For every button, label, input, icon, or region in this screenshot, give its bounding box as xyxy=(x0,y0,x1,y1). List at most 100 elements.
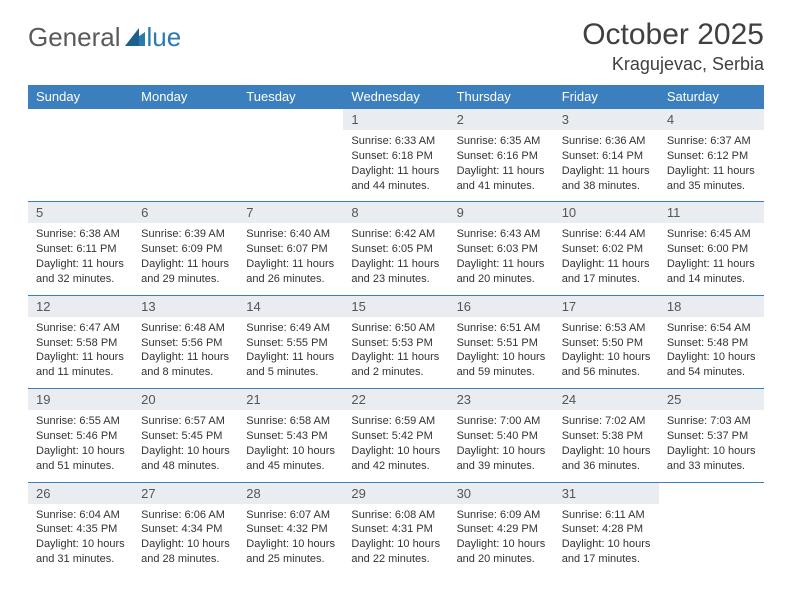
calendar-cell xyxy=(238,109,343,202)
day-details: Sunrise: 6:57 AMSunset: 5:45 PMDaylight:… xyxy=(133,410,238,481)
day-details: Sunrise: 6:07 AMSunset: 4:32 PMDaylight:… xyxy=(238,504,343,575)
calendar-week-row: 5Sunrise: 6:38 AMSunset: 6:11 PMDaylight… xyxy=(28,202,764,295)
weekday-header: Saturday xyxy=(659,85,764,109)
day-number: 22 xyxy=(343,389,448,410)
calendar-cell: 6Sunrise: 6:39 AMSunset: 6:09 PMDaylight… xyxy=(133,202,238,295)
day-details: Sunrise: 6:43 AMSunset: 6:03 PMDaylight:… xyxy=(449,223,554,294)
day-details: Sunrise: 6:40 AMSunset: 6:07 PMDaylight:… xyxy=(238,223,343,294)
calendar-cell: 28Sunrise: 6:07 AMSunset: 4:32 PMDayligh… xyxy=(238,482,343,575)
calendar-cell: 1Sunrise: 6:33 AMSunset: 6:18 PMDaylight… xyxy=(343,109,448,202)
logo: General lue xyxy=(28,18,181,53)
weekday-header: Tuesday xyxy=(238,85,343,109)
calendar-cell: 21Sunrise: 6:58 AMSunset: 5:43 PMDayligh… xyxy=(238,389,343,482)
day-details: Sunrise: 6:09 AMSunset: 4:29 PMDaylight:… xyxy=(449,504,554,575)
day-number: 15 xyxy=(343,296,448,317)
day-number: 14 xyxy=(238,296,343,317)
day-details: Sunrise: 6:08 AMSunset: 4:31 PMDaylight:… xyxy=(343,504,448,575)
day-details: Sunrise: 6:44 AMSunset: 6:02 PMDaylight:… xyxy=(554,223,659,294)
calendar-cell: 13Sunrise: 6:48 AMSunset: 5:56 PMDayligh… xyxy=(133,295,238,388)
calendar-cell: 24Sunrise: 7:02 AMSunset: 5:38 PMDayligh… xyxy=(554,389,659,482)
calendar-cell: 4Sunrise: 6:37 AMSunset: 6:12 PMDaylight… xyxy=(659,109,764,202)
calendar-cell xyxy=(133,109,238,202)
calendar-week-row: 12Sunrise: 6:47 AMSunset: 5:58 PMDayligh… xyxy=(28,295,764,388)
weekday-header: Thursday xyxy=(449,85,554,109)
day-number: 27 xyxy=(133,483,238,504)
day-number: 24 xyxy=(554,389,659,410)
calendar-cell: 16Sunrise: 6:51 AMSunset: 5:51 PMDayligh… xyxy=(449,295,554,388)
day-number: 16 xyxy=(449,296,554,317)
day-number: 9 xyxy=(449,202,554,223)
day-details: Sunrise: 6:51 AMSunset: 5:51 PMDaylight:… xyxy=(449,317,554,388)
weekday-header: Monday xyxy=(133,85,238,109)
calendar-cell: 12Sunrise: 6:47 AMSunset: 5:58 PMDayligh… xyxy=(28,295,133,388)
calendar-cell: 5Sunrise: 6:38 AMSunset: 6:11 PMDaylight… xyxy=(28,202,133,295)
calendar-cell: 20Sunrise: 6:57 AMSunset: 5:45 PMDayligh… xyxy=(133,389,238,482)
header: General lue October 2025 Kragujevac, Ser… xyxy=(28,18,764,75)
day-details: Sunrise: 6:33 AMSunset: 6:18 PMDaylight:… xyxy=(343,130,448,201)
weekday-header: Sunday xyxy=(28,85,133,109)
day-number: 2 xyxy=(449,109,554,130)
calendar-cell: 18Sunrise: 6:54 AMSunset: 5:48 PMDayligh… xyxy=(659,295,764,388)
day-details: Sunrise: 6:53 AMSunset: 5:50 PMDaylight:… xyxy=(554,317,659,388)
logo-mark-icon xyxy=(122,22,146,53)
day-number: 13 xyxy=(133,296,238,317)
day-details: Sunrise: 6:47 AMSunset: 5:58 PMDaylight:… xyxy=(28,317,133,388)
day-number: 11 xyxy=(659,202,764,223)
day-number: 23 xyxy=(449,389,554,410)
title-block: October 2025 Kragujevac, Serbia xyxy=(582,18,764,75)
day-number: 31 xyxy=(554,483,659,504)
month-title: October 2025 xyxy=(582,18,764,52)
day-details: Sunrise: 6:50 AMSunset: 5:53 PMDaylight:… xyxy=(343,317,448,388)
calendar-cell: 22Sunrise: 6:59 AMSunset: 5:42 PMDayligh… xyxy=(343,389,448,482)
calendar-cell: 7Sunrise: 6:40 AMSunset: 6:07 PMDaylight… xyxy=(238,202,343,295)
day-number: 17 xyxy=(554,296,659,317)
calendar-cell: 17Sunrise: 6:53 AMSunset: 5:50 PMDayligh… xyxy=(554,295,659,388)
calendar-week-row: 1Sunrise: 6:33 AMSunset: 6:18 PMDaylight… xyxy=(28,109,764,202)
calendar-cell: 26Sunrise: 6:04 AMSunset: 4:35 PMDayligh… xyxy=(28,482,133,575)
calendar-cell: 15Sunrise: 6:50 AMSunset: 5:53 PMDayligh… xyxy=(343,295,448,388)
day-number: 5 xyxy=(28,202,133,223)
day-number: 20 xyxy=(133,389,238,410)
calendar-cell: 3Sunrise: 6:36 AMSunset: 6:14 PMDaylight… xyxy=(554,109,659,202)
day-details: Sunrise: 6:58 AMSunset: 5:43 PMDaylight:… xyxy=(238,410,343,481)
day-details: Sunrise: 6:39 AMSunset: 6:09 PMDaylight:… xyxy=(133,223,238,294)
day-number: 19 xyxy=(28,389,133,410)
day-number: 1 xyxy=(343,109,448,130)
calendar-body: 1Sunrise: 6:33 AMSunset: 6:18 PMDaylight… xyxy=(28,109,764,575)
calendar-cell: 30Sunrise: 6:09 AMSunset: 4:29 PMDayligh… xyxy=(449,482,554,575)
weekday-header: Wednesday xyxy=(343,85,448,109)
day-details: Sunrise: 6:48 AMSunset: 5:56 PMDaylight:… xyxy=(133,317,238,388)
day-details: Sunrise: 6:49 AMSunset: 5:55 PMDaylight:… xyxy=(238,317,343,388)
day-number: 6 xyxy=(133,202,238,223)
day-number: 30 xyxy=(449,483,554,504)
day-details: Sunrise: 7:02 AMSunset: 5:38 PMDaylight:… xyxy=(554,410,659,481)
weekday-row: SundayMondayTuesdayWednesdayThursdayFrid… xyxy=(28,85,764,109)
calendar-cell: 2Sunrise: 6:35 AMSunset: 6:16 PMDaylight… xyxy=(449,109,554,202)
calendar-cell: 25Sunrise: 7:03 AMSunset: 5:37 PMDayligh… xyxy=(659,389,764,482)
day-number: 10 xyxy=(554,202,659,223)
day-number: 25 xyxy=(659,389,764,410)
day-details: Sunrise: 6:04 AMSunset: 4:35 PMDaylight:… xyxy=(28,504,133,575)
day-details: Sunrise: 6:11 AMSunset: 4:28 PMDaylight:… xyxy=(554,504,659,575)
logo-text-2: lue xyxy=(147,22,182,53)
calendar-cell: 11Sunrise: 6:45 AMSunset: 6:00 PMDayligh… xyxy=(659,202,764,295)
day-number: 8 xyxy=(343,202,448,223)
calendar-cell: 14Sunrise: 6:49 AMSunset: 5:55 PMDayligh… xyxy=(238,295,343,388)
calendar-cell: 9Sunrise: 6:43 AMSunset: 6:03 PMDaylight… xyxy=(449,202,554,295)
day-number: 7 xyxy=(238,202,343,223)
day-details: Sunrise: 6:35 AMSunset: 6:16 PMDaylight:… xyxy=(449,130,554,201)
calendar-cell: 29Sunrise: 6:08 AMSunset: 4:31 PMDayligh… xyxy=(343,482,448,575)
calendar-cell xyxy=(28,109,133,202)
calendar-cell: 19Sunrise: 6:55 AMSunset: 5:46 PMDayligh… xyxy=(28,389,133,482)
calendar-cell: 8Sunrise: 6:42 AMSunset: 6:05 PMDaylight… xyxy=(343,202,448,295)
day-details: Sunrise: 6:55 AMSunset: 5:46 PMDaylight:… xyxy=(28,410,133,481)
weekday-header: Friday xyxy=(554,85,659,109)
logo-text-1: General xyxy=(28,22,121,53)
day-details: Sunrise: 6:36 AMSunset: 6:14 PMDaylight:… xyxy=(554,130,659,201)
calendar-week-row: 26Sunrise: 6:04 AMSunset: 4:35 PMDayligh… xyxy=(28,482,764,575)
location: Kragujevac, Serbia xyxy=(582,54,764,75)
day-number: 4 xyxy=(659,109,764,130)
day-details: Sunrise: 6:45 AMSunset: 6:00 PMDaylight:… xyxy=(659,223,764,294)
day-number: 3 xyxy=(554,109,659,130)
day-number: 21 xyxy=(238,389,343,410)
